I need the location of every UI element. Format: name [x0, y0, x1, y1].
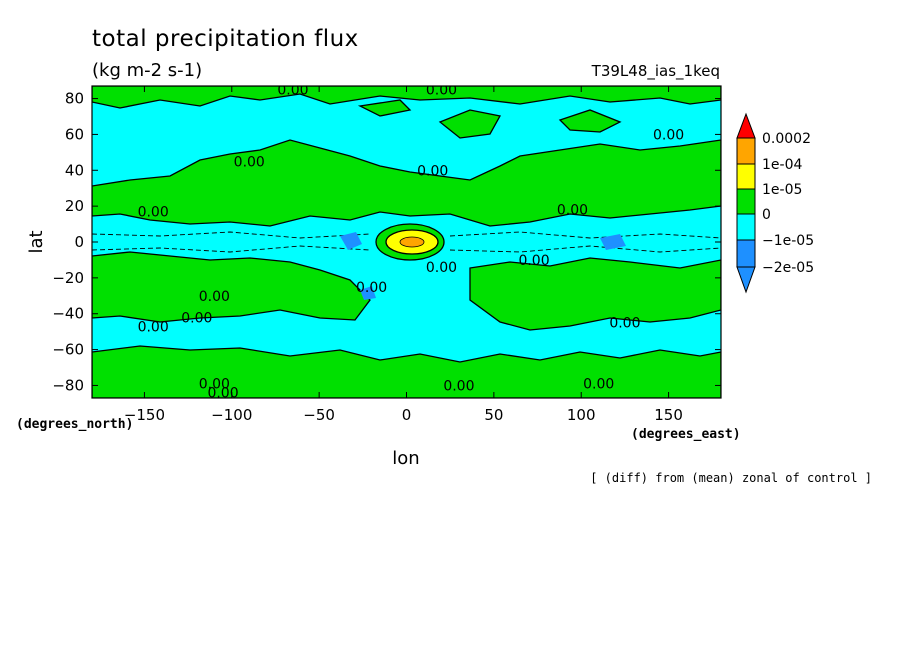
colorbar-label: 1e-05 [762, 182, 802, 198]
contour-label: 0.00 [557, 203, 588, 219]
colorbar-label: −1e-05 [762, 233, 814, 249]
x-tick-label: 150 [654, 406, 683, 424]
contour-label: 0.00 [138, 319, 169, 335]
contour-label: 0.00 [234, 154, 265, 170]
colorbar-top-arrow [736, 112, 756, 139]
x-tick-label: 0 [402, 406, 412, 424]
y-tick-label: 80 [65, 90, 84, 108]
x-tick-label: −100 [211, 406, 252, 424]
contour-label: 0.00 [583, 377, 614, 393]
region-south-band [92, 251, 371, 323]
colorbar-segment-3 [736, 188, 756, 215]
region-north-blob-3 [558, 109, 622, 133]
x-tick-label: −50 [303, 406, 335, 424]
y-tick-label: −20 [52, 269, 84, 287]
contour-label: 0.00 [356, 280, 387, 296]
x-axis: −150 −100 −50 0 50 100 150 [124, 86, 683, 424]
region-south-east [469, 257, 721, 331]
contour-label: 0.00 [426, 83, 457, 99]
region-north-polar [92, 86, 721, 109]
colorbar: 0.0002 1e-04 1e-05 0 −1e-05 −2e-05 [736, 112, 814, 294]
colorbar-segment-4 [736, 213, 756, 241]
region-north-band [92, 139, 721, 227]
y-axis-label: lat [26, 230, 47, 253]
contour-label: 0.00 [417, 163, 448, 179]
y-tick-label: −80 [52, 376, 84, 394]
y-tick-label: 20 [65, 197, 84, 215]
contour-label: 0.00 [653, 127, 684, 143]
max-core [399, 236, 425, 248]
x-tick-label: 50 [484, 406, 503, 424]
colorbar-label: −2e-05 [762, 260, 814, 276]
dashed-contour-2 [92, 245, 371, 253]
region-north-blob-1 [438, 109, 502, 139]
x-axis-label: lon [392, 448, 419, 469]
negative-patches [340, 232, 626, 300]
dashed-contour-1 [92, 231, 371, 239]
y-axis: −80 −60 −40 −20 0 20 40 60 80 [52, 90, 721, 394]
contour-label: 0.00 [609, 316, 640, 332]
y-tick-label: −40 [52, 305, 84, 323]
y-tick-label: 40 [65, 161, 84, 179]
x-tick-label: 100 [567, 406, 596, 424]
equatorial-maximum [375, 223, 445, 261]
dashed-contour-4 [449, 245, 721, 253]
colorbar-segment-5 [736, 239, 756, 268]
contour-label: 0.00 [518, 253, 549, 269]
equatorial-dashed-contours [92, 231, 721, 253]
contour-label: 0.00 [426, 260, 457, 276]
y-units-label: (degrees_north) [16, 417, 133, 432]
footnote: [ (diff) from (mean) zonal of control ] [590, 471, 872, 485]
colorbar-segment-2 [736, 163, 756, 190]
negative-patch-3 [360, 286, 376, 300]
colorbar-bottom-arrow [736, 266, 756, 294]
contour-labels: 0.00 0.000.000.000.000.00 0.000.000.000.00… [138, 83, 685, 402]
run-label: T39L48_ias_1keq [591, 62, 720, 81]
colorbar-label: 1e-04 [762, 157, 802, 173]
y-tick-label: −60 [52, 341, 84, 359]
contour-label: 0.00 [199, 289, 230, 305]
chart-units: (kg m-2 s-1) [92, 60, 202, 81]
plot-area: 0.00 0.000.000.000.000.00 0.000.000.000.00… [92, 83, 721, 402]
contour-label: 0.00 [199, 377, 230, 393]
chart-title: total precipitation flux [92, 26, 359, 52]
dashed-contour-3 [449, 231, 721, 239]
positive-regions [92, 86, 721, 398]
negative-patch-1 [340, 232, 362, 250]
contour-label: 0.00 [277, 83, 308, 99]
colorbar-labels: 0.0002 1e-04 1e-05 0 −1e-05 −2e-05 [762, 131, 814, 276]
contour-label: 0.00 [138, 205, 169, 221]
colorbar-label: 0 [762, 207, 771, 223]
y-tick-label: 0 [74, 233, 84, 251]
region-south-polar [92, 345, 721, 398]
colorbar-segment-1 [736, 137, 756, 165]
x-units-label: (degrees_east) [631, 427, 741, 442]
contour-label: 0.00 [443, 378, 474, 394]
region-north-blob-2 [357, 99, 412, 117]
negative-patch-2 [600, 234, 626, 250]
x-tick-label: −150 [124, 406, 165, 424]
y-tick-label: 60 [65, 125, 84, 143]
contour-label: 0.00 [181, 310, 212, 326]
contour-label: 0.00 [207, 386, 238, 402]
colorbar-label: 0.0002 [762, 131, 811, 147]
